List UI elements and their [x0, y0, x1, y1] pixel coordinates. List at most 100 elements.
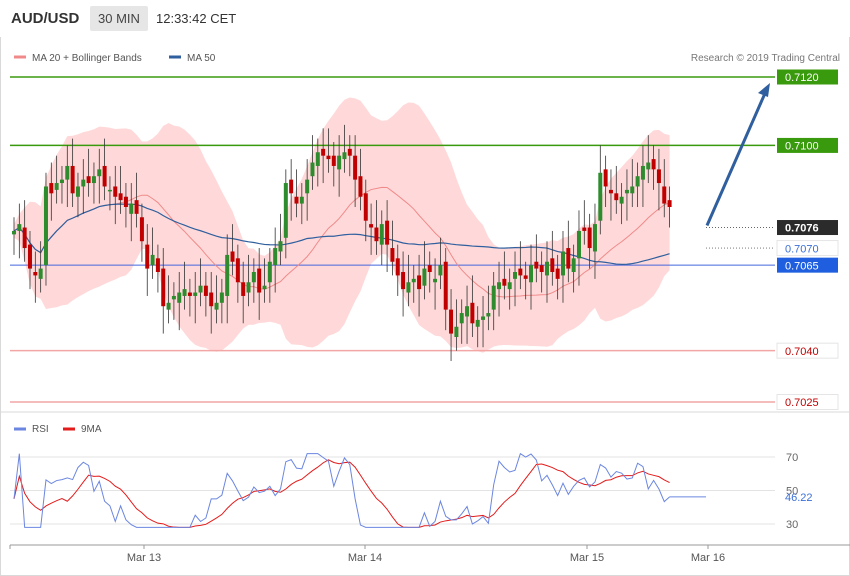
candle-down — [395, 258, 400, 276]
rsi-tick-label: 30 — [786, 519, 798, 531]
candle-up — [246, 282, 251, 293]
candle-up — [59, 179, 64, 184]
candle-down — [667, 200, 672, 207]
candle-up — [12, 230, 16, 235]
level-label: 0.7040 — [785, 346, 819, 358]
candle-down — [534, 261, 539, 269]
candle-down — [449, 309, 454, 334]
candle-up — [598, 172, 603, 221]
candle-down — [358, 176, 363, 197]
candle-up — [459, 313, 464, 324]
candle-up — [38, 268, 43, 279]
candle-up — [315, 152, 320, 166]
x-axis-label: Mar 14 — [348, 552, 382, 564]
candle-up — [310, 162, 315, 177]
candle-up — [75, 186, 80, 197]
candle-up — [278, 241, 283, 252]
candle-down — [139, 217, 144, 242]
candle-up — [182, 289, 187, 296]
candle-down — [470, 302, 475, 324]
candle-up — [646, 162, 651, 170]
candle-up — [475, 319, 480, 327]
candle-up — [273, 248, 278, 266]
candle-down — [257, 268, 262, 293]
candle-up — [630, 186, 635, 194]
candle-up — [529, 265, 534, 283]
candle-down — [134, 200, 139, 214]
candle-up — [81, 179, 86, 187]
clock-time: 12:33:42 CET — [156, 11, 237, 26]
candle-up — [433, 278, 438, 283]
candle-down — [331, 155, 336, 166]
candle-down — [49, 183, 54, 194]
candle-down — [321, 148, 326, 156]
rsi-tick-label: 70 — [786, 452, 798, 464]
candle-up — [65, 165, 70, 180]
timeframe-button[interactable]: 30 MIN — [90, 6, 148, 31]
candle-down — [608, 189, 613, 194]
candle-down — [235, 258, 240, 283]
candle-up — [640, 165, 645, 180]
candle-down — [656, 169, 661, 184]
rsi-current-value: 46.22 — [785, 492, 813, 504]
candle-down — [555, 268, 560, 279]
candle-down — [518, 268, 523, 276]
legend-label-ma50: MA 50 — [187, 53, 216, 64]
header: AUD/USD 30 MIN 12:33:42 CET — [0, 0, 850, 37]
level-label: 0.7076 — [785, 223, 819, 235]
level-label: 0.7120 — [785, 72, 819, 84]
candle-up — [150, 254, 155, 266]
x-axis-label: Mar 15 — [570, 552, 604, 564]
candle-down — [118, 193, 123, 201]
candle-up — [481, 316, 486, 320]
candle-up — [507, 282, 512, 290]
candle-up — [342, 152, 347, 160]
candle-down — [203, 285, 208, 296]
forecast-arrow — [705, 90, 768, 227]
candle-down — [427, 265, 432, 272]
symbol-title: AUD/USD — [11, 10, 80, 27]
candle-up — [411, 278, 416, 283]
candle-up — [97, 169, 102, 177]
candle-up — [54, 183, 59, 190]
ma20-line — [13, 186, 670, 298]
candle-up — [406, 282, 411, 293]
candle-down — [347, 148, 352, 156]
candle-down — [161, 268, 166, 307]
candle-up — [198, 285, 203, 293]
candle-up — [438, 265, 443, 276]
candle-up — [619, 196, 624, 204]
candle-up — [283, 183, 288, 238]
candle-down — [401, 272, 406, 290]
candle-up — [497, 282, 502, 290]
candle-down — [566, 248, 571, 269]
legend-label-ma20: MA 20 + Bollinger Bands — [32, 53, 142, 64]
candle-up — [486, 313, 491, 317]
candle-up — [513, 272, 518, 279]
level-label-box — [777, 69, 838, 85]
candle-down — [369, 224, 374, 228]
candle-down — [523, 275, 528, 279]
level-label-box — [776, 240, 839, 257]
candle-up — [166, 302, 171, 310]
candle-down — [155, 258, 160, 272]
candle-up — [214, 302, 219, 310]
copyright-text: Research © 2019 Trading Central — [691, 53, 840, 64]
candle-up — [624, 189, 629, 194]
candle-down — [113, 186, 118, 197]
x-axis-label: Mar 13 — [127, 552, 161, 564]
rsi-line — [13, 452, 670, 528]
candle-down — [374, 227, 379, 242]
candle-up — [379, 224, 384, 245]
legend-label-rsi-ma: 9MA — [81, 424, 102, 435]
candle-down — [22, 227, 27, 249]
candle-down — [502, 278, 507, 286]
candle-up — [422, 268, 427, 286]
legend-label-rsi: RSI — [32, 424, 49, 435]
candle-down — [550, 258, 555, 272]
candle-up — [454, 326, 459, 337]
candle-down — [102, 165, 107, 187]
candle-up — [91, 176, 96, 184]
candle-down — [443, 261, 448, 310]
